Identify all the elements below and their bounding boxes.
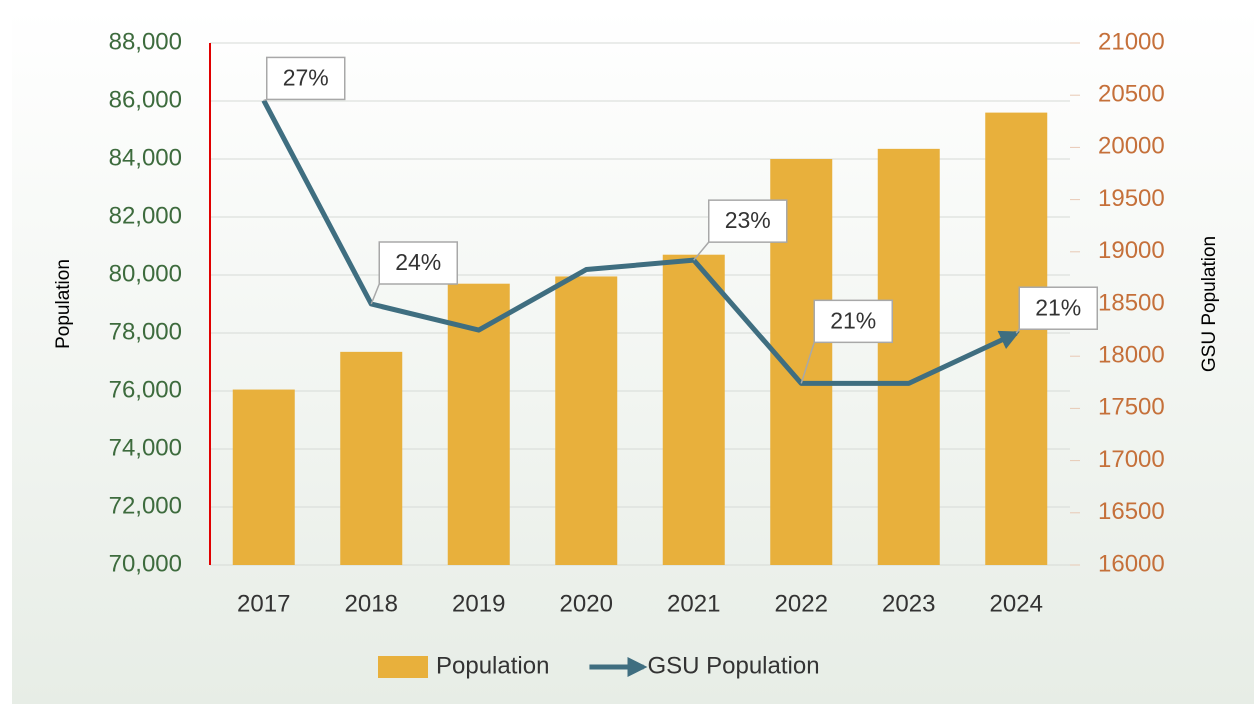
y-axis-title: Population xyxy=(53,259,74,349)
y-tick-label: 70,000 xyxy=(109,550,182,577)
legend-label: GSU Population xyxy=(647,652,819,679)
y2-tick-label: 17500 xyxy=(1098,394,1165,421)
data-label-box xyxy=(378,241,458,285)
y-tick-label: 72,000 xyxy=(109,492,182,519)
y-tick-label: 84,000 xyxy=(109,144,182,171)
y-tick-label: 74,000 xyxy=(109,434,182,461)
y-tick-label: 76,000 xyxy=(109,376,182,403)
y-tick-label: 88,000 xyxy=(109,28,182,55)
y-tick-label: 86,000 xyxy=(109,86,182,113)
y2-tick-label: 21000 xyxy=(1098,28,1165,55)
y2-tick-label: 20000 xyxy=(1098,133,1165,160)
x-tick-label: 2022 xyxy=(775,590,828,617)
y-tick-label: 80,000 xyxy=(109,260,182,287)
y2-axis-title: GSU Population xyxy=(1199,236,1220,372)
x-tick-label: 2023 xyxy=(882,590,935,617)
data-label-box xyxy=(266,56,346,101)
bar xyxy=(340,351,403,565)
data-label: 24% xyxy=(395,249,441,275)
x-tick-label: 2024 xyxy=(990,590,1043,617)
bar xyxy=(555,276,618,565)
background xyxy=(12,8,1254,704)
y2-tick-label: 16000 xyxy=(1098,550,1165,577)
data-label-box xyxy=(1018,286,1098,330)
legend-label: Population xyxy=(436,652,549,679)
bar xyxy=(877,148,940,565)
y2-tick-label: 19500 xyxy=(1098,185,1165,212)
data-label: 21% xyxy=(830,307,876,333)
x-tick-label: 2017 xyxy=(237,590,290,617)
y-tick-label: 78,000 xyxy=(109,318,182,345)
bar xyxy=(662,254,725,565)
data-label: 23% xyxy=(725,207,771,233)
data-label: 27% xyxy=(283,64,329,90)
y-tick-label: 82,000 xyxy=(109,202,182,229)
y2-tick-label: 20500 xyxy=(1098,81,1165,108)
bar xyxy=(232,389,295,565)
x-tick-label: 2020 xyxy=(560,590,613,617)
x-tick-label: 2021 xyxy=(667,590,720,617)
data-label-box xyxy=(813,299,893,344)
y2-tick-label: 19000 xyxy=(1098,237,1165,264)
data-label: 21% xyxy=(1035,294,1081,320)
y2-tick-label: 18500 xyxy=(1098,289,1165,316)
y2-tick-label: 18000 xyxy=(1098,342,1165,369)
legend-swatch xyxy=(378,656,428,678)
x-tick-label: 2019 xyxy=(452,590,505,617)
y2-tick-label: 16500 xyxy=(1098,498,1165,525)
bar xyxy=(985,112,1048,565)
line xyxy=(261,99,1020,386)
y2-tick-label: 17000 xyxy=(1098,446,1165,473)
data-label-box xyxy=(708,199,788,243)
x-tick-label: 2018 xyxy=(345,590,398,617)
